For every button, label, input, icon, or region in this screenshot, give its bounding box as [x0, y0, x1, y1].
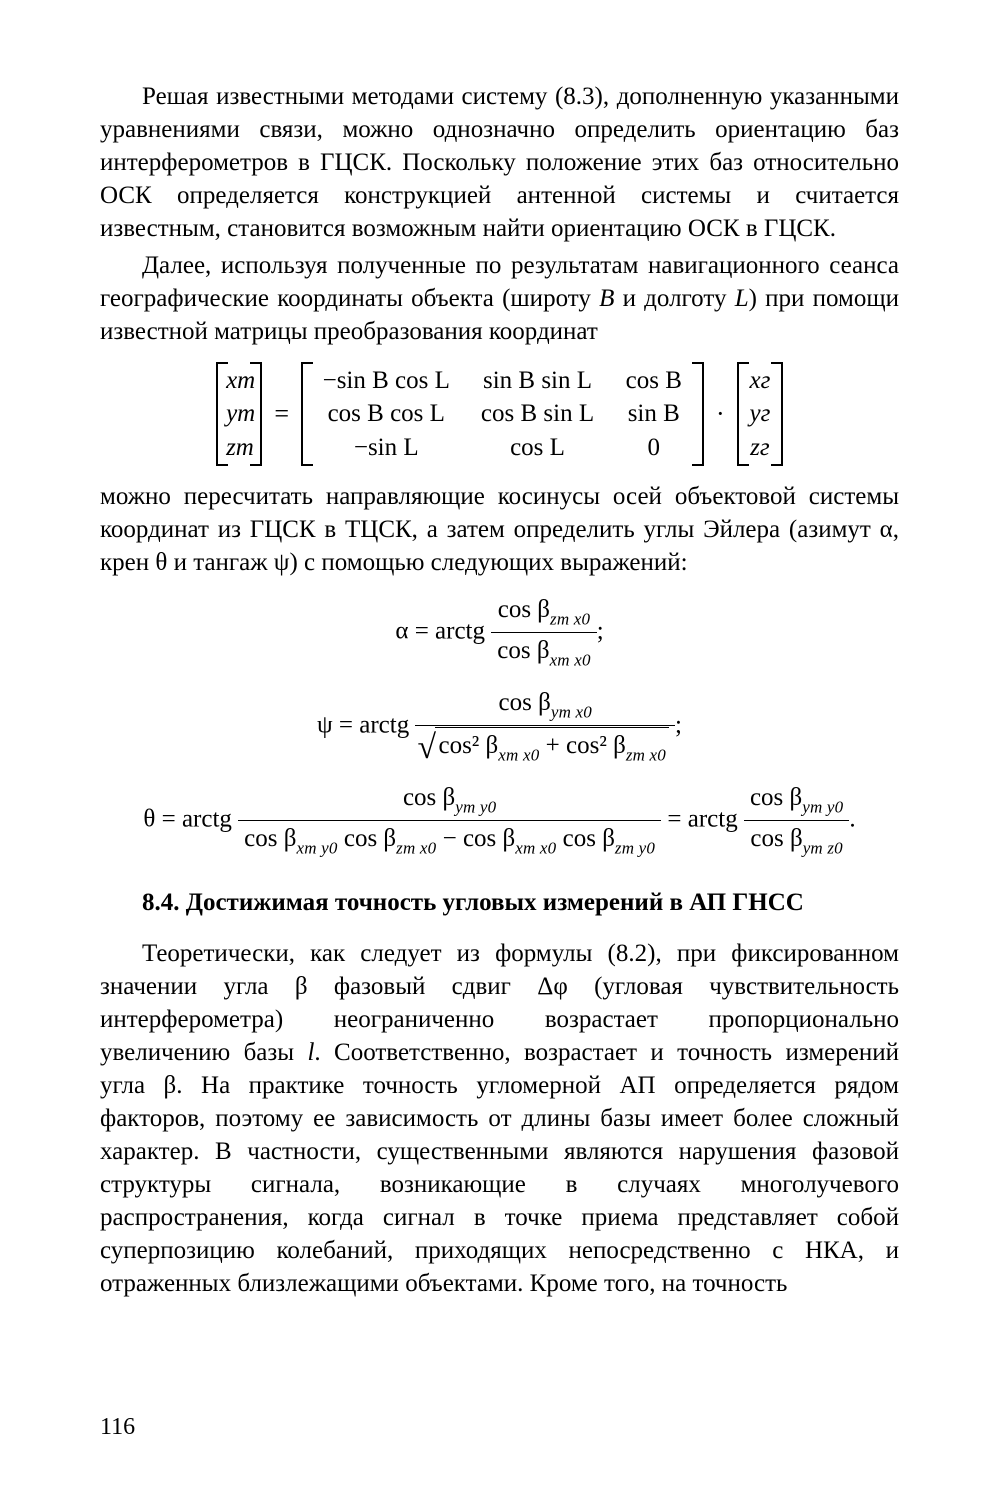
matrix-equation: xт yт zт = −sin B cos L sin B sin L cos …	[100, 362, 899, 466]
formula-psi: ψ = arctg cos βyт x0 cos² βxт x0 + cos² …	[100, 686, 899, 767]
alpha-semicolon: ;	[597, 617, 604, 644]
psi-den-t1: cos² β	[438, 732, 498, 759]
theta-d4-sub: zт y0	[615, 839, 655, 858]
alpha-num: cos β	[498, 596, 550, 623]
psi-den-t1-sub: xт x0	[498, 746, 539, 765]
section-heading: 8.4. Достижимая точность угловых измерен…	[100, 886, 899, 919]
lhs-vector: xт yт zт	[216, 362, 262, 466]
rhs-r1: xг	[747, 365, 773, 396]
theta-lhs: θ = arctg	[143, 805, 232, 832]
A-r3c3: 0	[614, 432, 694, 463]
theta-d1-sub: xт y0	[296, 839, 337, 858]
alpha-lhs: α = arctg	[395, 617, 485, 644]
theta-fraction-2: cos βyт y0 cos βyт z0	[744, 781, 849, 860]
rhs-r3: zг	[747, 432, 773, 463]
p2-text-b: и долготу	[614, 285, 734, 312]
A-r3c1: −sin L	[311, 432, 461, 463]
theta2-den-sub: yт z0	[803, 839, 843, 858]
theta-num-sub: yт y0	[455, 798, 496, 817]
psi-num-sub: yт x0	[551, 703, 592, 722]
theta-d2: cos β	[344, 825, 396, 852]
psi-den-t2-sub: zт x0	[626, 746, 666, 765]
A-r1c3: cos B	[614, 365, 694, 396]
theta-d3: cos β	[463, 825, 515, 852]
rhs-r2: yг	[747, 398, 773, 429]
alpha-num-sub: zт x0	[550, 609, 590, 628]
alpha-fraction: cos βzт x0 cos βxт x0	[491, 593, 596, 672]
psi-fraction: cos βyт x0 cos² βxт x0 + cos² βzт x0	[415, 686, 675, 767]
equals-icon: =	[268, 397, 295, 431]
theta-num: cos β	[403, 784, 455, 811]
A-r1c1: −sin B cos L	[311, 365, 461, 396]
theta-d1: cos β	[244, 825, 296, 852]
theta-fraction-1: cos βyт y0 cos βxт y0 cos βzт x0 − cos β…	[238, 781, 661, 860]
A-r2c1: cos B cos L	[311, 398, 461, 429]
paragraph-1: Решая известными методами систему (8.3),…	[100, 80, 899, 245]
dot-icon: ·	[710, 397, 731, 431]
paragraph-4: Теоретически, как следует из формулы (8.…	[100, 937, 899, 1300]
psi-semicolon: ;	[675, 711, 682, 738]
rotation-matrix: −sin B cos L sin B sin L cos B cos B cos…	[301, 362, 704, 466]
lhs-r2: yт	[226, 398, 252, 429]
paragraph-3: можно пересчитать направляющие косинусы …	[100, 480, 899, 579]
paragraph-2: Далее, используя полученные по результат…	[100, 249, 899, 348]
psi-den-plus: +	[546, 732, 566, 759]
A-r2c3: sin B	[614, 398, 694, 429]
formula-alpha: α = arctg cos βzт x0 cos βxт x0 ;	[100, 593, 899, 672]
alpha-den: cos β	[497, 637, 549, 664]
theta2-num-sub: yт y0	[802, 798, 843, 817]
theta-d4: cos β	[563, 825, 615, 852]
lhs-r3: zт	[226, 432, 252, 463]
theta-period: .	[849, 805, 855, 832]
psi-lhs: ψ = arctg	[317, 711, 409, 738]
formula-theta: θ = arctg cos βyт y0 cos βxт y0 cos βzт …	[100, 781, 899, 860]
p4-text-b: . Соответственно, возрастает и точность …	[100, 1039, 899, 1297]
theta2-num: cos β	[750, 784, 802, 811]
theta-d3-sub: xт x0	[515, 839, 556, 858]
p2-var-B: B	[599, 285, 614, 312]
theta-d2-sub: zт x0	[396, 839, 436, 858]
theta2-den: cos β	[750, 825, 802, 852]
page-number: 116	[100, 1412, 135, 1444]
theta-eq2: = arctg	[667, 805, 737, 832]
page: Решая известными методами систему (8.3),…	[0, 0, 989, 1500]
theta-minus: −	[443, 825, 463, 852]
A-r2c2: cos B sin L	[468, 398, 608, 429]
psi-den-t2: cos² β	[566, 732, 626, 759]
A-r1c2: sin B sin L	[468, 365, 608, 396]
psi-num: cos β	[499, 689, 551, 716]
alpha-den-sub: xт x0	[550, 650, 591, 669]
A-r3c2: cos L	[468, 432, 608, 463]
p2-var-L: L	[735, 285, 749, 312]
rhs-vector: xг yг zг	[737, 362, 783, 466]
lhs-r1: xт	[226, 365, 252, 396]
psi-sqrt: cos² βxт x0 + cos² βzт x0	[421, 727, 669, 767]
